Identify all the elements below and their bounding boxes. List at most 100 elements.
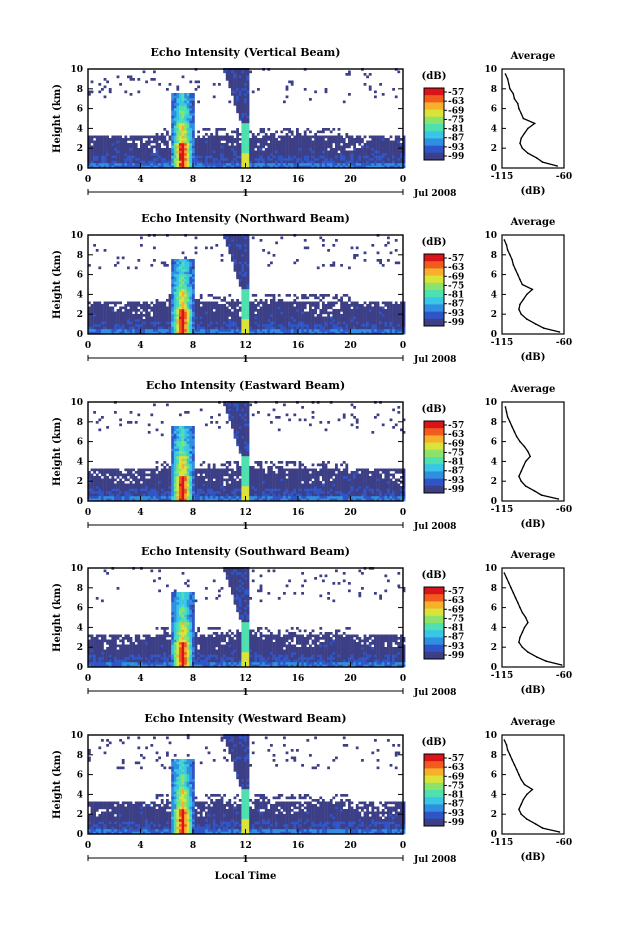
day-label: 1 (242, 522, 248, 532)
y-tick-label: 6 (77, 771, 83, 781)
colorbar-label: (dB) (422, 570, 447, 581)
x-tick-label: 16 (292, 175, 305, 185)
average-point (520, 779, 522, 781)
avg-y-tick-label: 6 (491, 604, 497, 614)
average-point (509, 254, 511, 256)
heatmap-cells (88, 734, 405, 834)
y-tick-label: 10 (70, 65, 83, 75)
average-point (519, 441, 521, 443)
average-point (516, 769, 518, 771)
avg-y-tick-label: 2 (491, 810, 497, 820)
avg-x-tick-label: -60 (556, 671, 572, 681)
average-title: Average (510, 217, 556, 228)
average-point (526, 794, 528, 796)
x-tick-label: 12 (239, 674, 252, 684)
panel-5: Echo Intensity (Westward Beam)0246810Hei… (52, 712, 572, 865)
average-point (505, 406, 507, 408)
avg-x-label: (dB) (521, 519, 546, 530)
average-frame (502, 735, 564, 834)
y-tick-label: 2 (77, 144, 83, 154)
average-title: Average (510, 550, 556, 561)
colorbar-label: (dB) (422, 404, 447, 415)
avg-y-tick-label: 10 (484, 731, 497, 741)
colorbar-tick-label: -99 (448, 651, 464, 661)
panel-title: Echo Intensity (Westward Beam) (144, 712, 346, 725)
day-label: 1 (242, 189, 248, 199)
y-tick-label: 0 (77, 497, 83, 507)
y-tick-label: 8 (77, 251, 83, 261)
x-tick-label: 20 (344, 175, 357, 185)
average-point (518, 309, 520, 311)
average-point (513, 264, 515, 266)
y-tick-label: 4 (77, 457, 83, 467)
day-label: 1 (242, 688, 248, 698)
average-point (517, 103, 519, 105)
average-point (524, 627, 526, 629)
colorbar-tick-label: -99 (448, 318, 464, 328)
average-point (517, 274, 519, 276)
average-point (524, 446, 526, 448)
avg-x-label: (dB) (521, 186, 546, 197)
average-point (525, 485, 527, 487)
y-tick-label: 4 (77, 790, 83, 800)
day-label: 1 (242, 355, 248, 365)
x-tick-label: 4 (137, 175, 143, 185)
average-title: Average (510, 717, 556, 728)
average-point (504, 239, 506, 241)
y-tick-label: 0 (77, 663, 83, 673)
heatmap-cells (88, 68, 405, 168)
panel-3: Echo Intensity (Eastward Beam)0246810Hei… (52, 379, 572, 532)
y-axis-label: Height (km) (52, 84, 63, 153)
average-point (523, 466, 525, 468)
average-frame (502, 69, 564, 168)
y-tick-label: 8 (77, 85, 83, 95)
average-point (561, 664, 563, 666)
heatmap-cells (88, 401, 405, 501)
avg-x-label: (dB) (521, 685, 546, 696)
y-tick-label: 0 (77, 830, 83, 840)
avg-y-tick-label: 6 (491, 438, 497, 448)
y-tick-label: 0 (77, 330, 83, 340)
date-label: Jul 2008 (413, 189, 456, 199)
x-tick-label: 12 (239, 508, 252, 518)
avg-y-tick-label: 4 (491, 623, 497, 633)
y-axis-label: Height (km) (52, 583, 63, 652)
x-tick-label: 20 (344, 841, 357, 851)
average-point (520, 471, 522, 473)
average-point (519, 607, 521, 609)
average-point (527, 128, 529, 130)
average-point (507, 749, 509, 751)
average-point (520, 813, 522, 815)
x-tick-label: 20 (344, 674, 357, 684)
colorbar: -57-63-69-75-81-87-93-99 (424, 254, 464, 328)
x-tick-label: 8 (190, 341, 196, 351)
average-point (535, 823, 537, 825)
date-label: Jul 2008 (413, 855, 456, 865)
average-point (515, 269, 517, 271)
x-tick-label: 4 (137, 841, 143, 851)
x-tick-label: 16 (292, 841, 305, 851)
avg-y-tick-label: 6 (491, 771, 497, 781)
average-point (507, 416, 509, 418)
heatmap-cells (88, 567, 405, 667)
average-point (506, 577, 508, 579)
avg-x-tick-label: -115 (491, 172, 514, 182)
avg-y-tick-label: 10 (484, 231, 497, 241)
avg-x-tick-label: -115 (491, 338, 514, 348)
x-tick-label: 0 (85, 508, 91, 518)
average-point (524, 784, 526, 786)
average-point (519, 304, 521, 306)
average-point (532, 289, 534, 291)
x-tick-label: 20 (344, 341, 357, 351)
average-point (520, 313, 522, 315)
average-point (516, 436, 518, 438)
avg-y-tick-label: 8 (491, 418, 497, 428)
x-tick-label: 0 (85, 674, 91, 684)
x-tick-label: 0 (400, 508, 406, 518)
avg-x-label: (dB) (521, 352, 546, 363)
colorbar-tick-label: -99 (448, 152, 464, 162)
average-point (505, 73, 507, 75)
